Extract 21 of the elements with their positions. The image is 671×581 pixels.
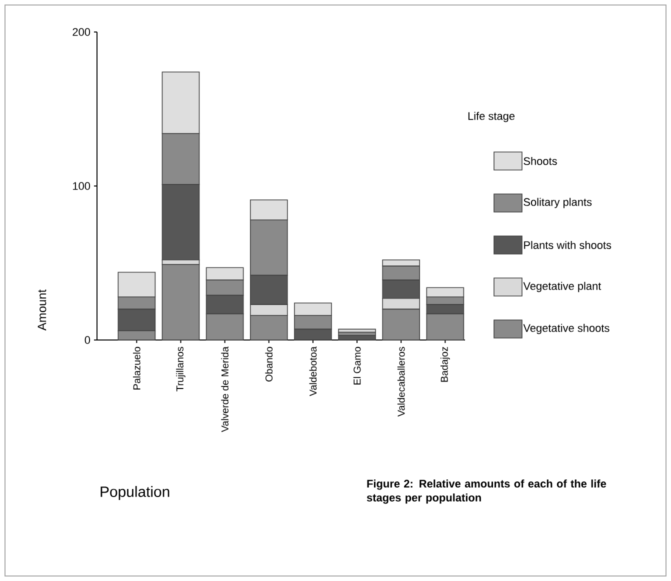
legend-label: Vegetative shoots [523,324,610,334]
y-tick-label: 0 [84,336,90,344]
legend-label: Shoots [524,156,557,166]
bar [338,334,376,340]
x-tick-label: Palazuelo [133,346,140,390]
legend-label: Vegetative plant [523,282,602,292]
x-axis-title: Population [100,486,170,500]
x-tick-label: Valdecaballeros [397,346,405,417]
legend-label: Plants with shoots [524,240,612,250]
x-tick-label: Valdebotoa [309,346,317,396]
x-tick-label: Valverde de Merida [221,346,228,432]
caption: Figure 2: Relative amounts of each of the life stages per population [366,480,606,504]
x-tick-label: Trujillanos [176,346,186,392]
y-tick-label: 100 [73,182,90,190]
legend-title: Life stage [468,112,515,122]
x-tick-label: El Gamo [353,346,361,384]
x-tick-label: Obando [265,346,273,382]
legend-label: Solitary plants [524,198,592,208]
y-tick-label: 200 [72,28,90,36]
x-tick-label: Badajoz [440,347,450,382]
y-axis-title: Amount [38,289,46,331]
